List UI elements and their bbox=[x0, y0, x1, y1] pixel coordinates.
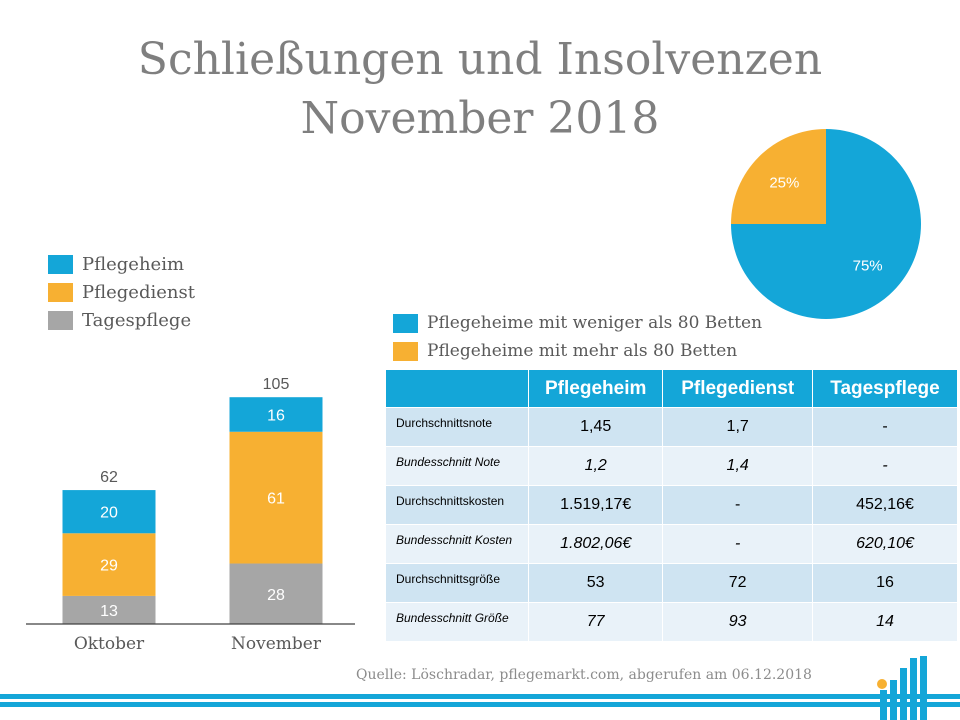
table-row: Bundesschnitt Kosten 1.802,06€ - 620,10€ bbox=[385, 524, 959, 564]
bar-data-label: 20 bbox=[100, 505, 118, 522]
table-header-row: Pflegeheim Pflegedienst Tagespflege bbox=[385, 369, 959, 408]
table-cell: 1,4 bbox=[662, 446, 813, 486]
table-cell: 1,45 bbox=[527, 407, 664, 447]
table-header-cell: Tagespflege bbox=[811, 369, 959, 408]
table-cell: 1,7 bbox=[662, 407, 813, 447]
footer-stripe bbox=[0, 702, 960, 707]
legend-item-pflegeheim: Pflegeheim bbox=[48, 250, 195, 278]
table-header-cell: Pflegeheim bbox=[527, 369, 664, 408]
bar-data-label: 29 bbox=[100, 558, 118, 575]
legend-item-over-80-beds: Pflegeheime mit mehr als 80 Betten bbox=[393, 337, 762, 365]
bar-data-label: 61 bbox=[267, 491, 285, 508]
legend-item-pflegedienst: Pflegedienst bbox=[48, 278, 195, 306]
category-axis-label: November bbox=[231, 634, 322, 654]
bar-segment bbox=[62, 490, 156, 534]
table-cell: 93 bbox=[662, 602, 813, 642]
table-row: Bundesschnitt Größe 77 93 14 bbox=[385, 602, 959, 642]
legend-label-pflegeheim: Pflegeheim bbox=[82, 253, 185, 275]
legend-item-under-80-beds: Pflegeheime mit weniger als 80 Betten bbox=[393, 309, 762, 337]
pie-slice-label: 25% bbox=[769, 174, 799, 191]
bar-data-label: 16 bbox=[267, 407, 285, 424]
table-row: Durchschnittskosten 1.519,17€ - 452,16€ bbox=[385, 485, 959, 525]
table-header-cell bbox=[385, 369, 529, 408]
bar-segment bbox=[229, 431, 323, 564]
bar-data-label: 13 bbox=[100, 603, 118, 620]
legend-swatch-tagespflege bbox=[48, 310, 73, 330]
legend-swatch-over-80-beds bbox=[393, 341, 418, 361]
table-header-cell: Pflegedienst bbox=[662, 369, 813, 408]
pie-slice bbox=[731, 129, 826, 224]
bar-total-label: 105 bbox=[263, 376, 290, 393]
table-cell: - bbox=[662, 524, 813, 564]
bar-total-label: 62 bbox=[100, 469, 118, 486]
table-cell: 14 bbox=[811, 602, 959, 642]
table-cell: 1.802,06€ bbox=[527, 524, 664, 564]
row-label: Bundesschnitt Kosten bbox=[385, 524, 529, 564]
row-label: Durchschnittsnote bbox=[385, 407, 529, 447]
legend-label-tagespflege: Tagespflege bbox=[82, 309, 192, 331]
table-cell: - bbox=[811, 446, 959, 486]
bar-segment bbox=[229, 397, 323, 432]
pflegemarkt-logo-icon bbox=[877, 656, 927, 720]
table-cell: - bbox=[811, 407, 959, 447]
bar-chart-legend: Pflegeheim Pflegedienst Tagespflege bbox=[48, 250, 195, 334]
row-label: Bundesschnitt Note bbox=[385, 446, 529, 486]
legend-swatch-under-80-beds bbox=[393, 313, 418, 333]
table-row: Bundesschnitt Note 1,2 1,4 - bbox=[385, 446, 959, 486]
pie-slice-label: 75% bbox=[853, 258, 883, 275]
legend-item-tagespflege: Tagespflege bbox=[48, 306, 195, 334]
table-cell: 620,10€ bbox=[811, 524, 959, 564]
table-row: Durchschnittsnote 1,45 1,7 - bbox=[385, 407, 959, 447]
table-cell: 452,16€ bbox=[811, 485, 959, 525]
table-cell: 1.519,17€ bbox=[527, 485, 664, 525]
source-note: Quelle: Löschradar, pflegemarkt.com, abg… bbox=[356, 667, 812, 683]
chart-title-line2: November 2018 bbox=[300, 93, 660, 144]
category-axis-label: Oktober bbox=[74, 634, 145, 654]
pie-chart-legend: Pflegeheime mit weniger als 80 Betten Pf… bbox=[393, 309, 762, 365]
table-cell: - bbox=[662, 485, 813, 525]
table-cell: 77 bbox=[527, 602, 664, 642]
table-cell: 53 bbox=[527, 563, 664, 603]
legend-swatch-pflegedienst bbox=[48, 282, 73, 302]
statistics-table: Pflegeheim Pflegedienst Tagespflege Durc… bbox=[385, 369, 959, 642]
bar-segment bbox=[62, 595, 156, 624]
bar-segment bbox=[62, 533, 156, 596]
table-cell: 1,2 bbox=[527, 446, 664, 486]
bar-data-label: 28 bbox=[267, 587, 285, 604]
row-label: Bundesschnitt Größe bbox=[385, 602, 529, 642]
chart-title-line1: Schließungen und Insolvenzen bbox=[137, 34, 823, 85]
legend-label-under-80-beds: Pflegeheime mit weniger als 80 Betten bbox=[427, 313, 763, 333]
table-cell: 72 bbox=[662, 563, 813, 603]
legend-label-pflegedienst: Pflegedienst bbox=[82, 281, 195, 303]
row-label: Durchschnittsgröße bbox=[385, 563, 529, 603]
footer-stripe bbox=[0, 694, 960, 699]
row-label: Durchschnittskosten bbox=[385, 485, 529, 525]
table-row: Durchschnittsgröße 53 72 16 bbox=[385, 563, 959, 603]
table-cell: 16 bbox=[811, 563, 959, 603]
legend-label-over-80-beds: Pflegeheime mit mehr als 80 Betten bbox=[427, 341, 738, 361]
legend-swatch-pflegeheim bbox=[48, 254, 73, 274]
bar-segment bbox=[229, 563, 323, 624]
